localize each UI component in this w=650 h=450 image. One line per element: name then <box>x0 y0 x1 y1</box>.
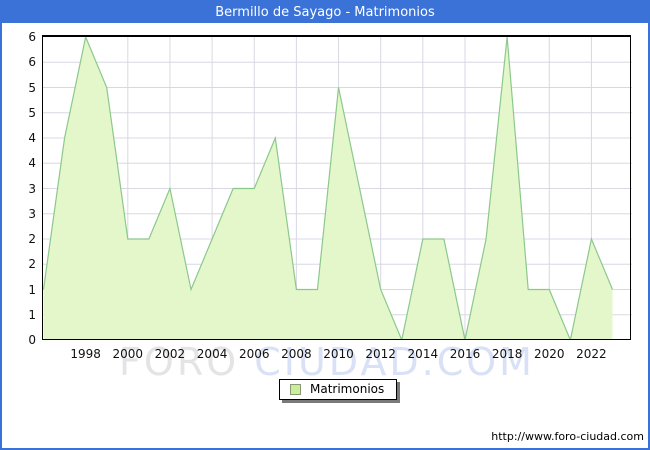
x-tick-label: 2002 <box>154 347 186 361</box>
y-tick-label: 2 <box>28 232 36 246</box>
x-tick-label: 2020 <box>533 347 565 361</box>
y-tick-label: 4 <box>28 156 36 171</box>
y-tick-label: 0 <box>28 333 36 347</box>
area-chart <box>43 37 632 340</box>
chart-title: Bermillo de Sayago - Matrimonios <box>215 5 435 20</box>
legend-swatch-icon <box>290 384 301 395</box>
x-tick-label: 2016 <box>449 347 481 361</box>
plot-border <box>42 35 631 340</box>
x-tick-label: 2018 <box>491 347 523 361</box>
x-tick-label: 2000 <box>112 347 144 361</box>
x-tick-label: 2014 <box>407 347 439 361</box>
x-tick-label: 2010 <box>323 347 354 361</box>
footer-url: http://www.foro-ciudad.com <box>491 430 644 443</box>
watermark-part1: FORO <box>119 340 240 384</box>
y-tick-label: 6 <box>28 55 36 70</box>
legend-box: Matrimonios <box>279 379 398 400</box>
y-tick-label: 6 <box>28 30 36 44</box>
y-tick-label: 1 <box>28 282 36 297</box>
x-tick-label: 2006 <box>238 347 270 361</box>
y-tick-label: 3 <box>28 181 36 196</box>
title-bar: Bermillo de Sayago - Matrimonios <box>2 2 648 23</box>
y-tick-label: 3 <box>28 206 36 221</box>
y-tick-label: 2 <box>28 257 36 272</box>
series-line <box>43 37 614 340</box>
y-tick-label: 5 <box>28 80 36 95</box>
y-tick-label: 5 <box>28 105 36 120</box>
x-tick-label: 2008 <box>281 347 312 361</box>
legend-label: Matrimonios <box>310 382 385 396</box>
watermark-part2: CIUDAD.COM <box>254 340 535 384</box>
y-tick-label: 1 <box>28 307 36 322</box>
y-tick-label: 4 <box>28 131 36 145</box>
x-tick-label: 2004 <box>196 347 228 361</box>
watermark: FORO CIUDAD.COM <box>2 340 648 384</box>
x-tick-label: 1998 <box>70 347 101 361</box>
x-tick-label: 2022 <box>576 347 607 361</box>
x-tick-label: 2012 <box>365 347 396 361</box>
